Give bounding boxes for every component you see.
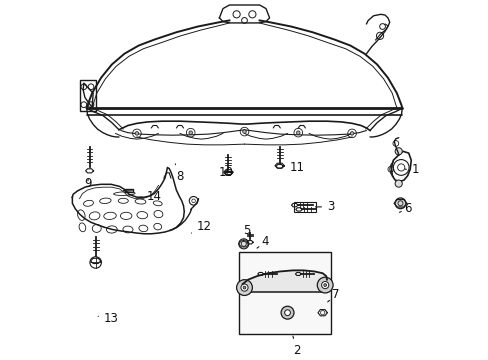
Circle shape xyxy=(349,132,353,135)
Text: 4: 4 xyxy=(257,235,269,248)
Circle shape xyxy=(394,180,402,187)
Circle shape xyxy=(317,277,332,293)
Polygon shape xyxy=(72,167,184,234)
Circle shape xyxy=(242,130,246,134)
Text: 14: 14 xyxy=(140,190,162,203)
Text: 2: 2 xyxy=(292,336,300,357)
Text: 5: 5 xyxy=(243,224,250,241)
Circle shape xyxy=(236,280,252,296)
Circle shape xyxy=(281,306,293,319)
Text: 9: 9 xyxy=(83,177,91,190)
Text: 11: 11 xyxy=(284,161,305,174)
Text: 6: 6 xyxy=(399,202,411,215)
Circle shape xyxy=(243,286,245,289)
Circle shape xyxy=(238,239,248,249)
Text: 3: 3 xyxy=(315,201,334,213)
Circle shape xyxy=(188,131,192,134)
Text: 10: 10 xyxy=(218,166,233,179)
Circle shape xyxy=(394,148,402,155)
Circle shape xyxy=(323,284,326,287)
Circle shape xyxy=(321,282,328,289)
Polygon shape xyxy=(242,270,326,292)
Circle shape xyxy=(135,132,139,135)
Bar xyxy=(293,202,315,212)
Text: 7: 7 xyxy=(327,288,339,302)
Circle shape xyxy=(284,310,290,316)
Text: 12: 12 xyxy=(191,220,211,233)
Circle shape xyxy=(296,131,300,134)
Circle shape xyxy=(241,284,247,291)
Text: 13: 13 xyxy=(98,311,119,325)
Text: 8: 8 xyxy=(175,164,183,183)
Circle shape xyxy=(394,198,405,209)
Bar xyxy=(239,252,330,334)
Text: 1: 1 xyxy=(404,163,419,176)
